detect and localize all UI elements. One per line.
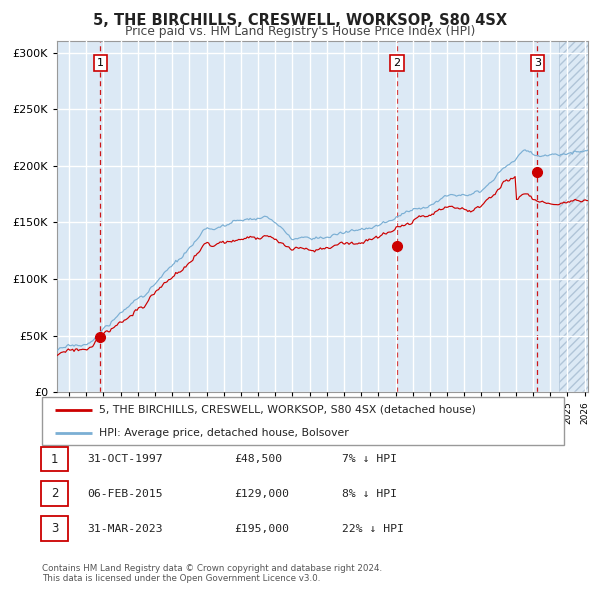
- Text: Price paid vs. HM Land Registry's House Price Index (HPI): Price paid vs. HM Land Registry's House …: [125, 25, 475, 38]
- Text: 31-MAR-2023: 31-MAR-2023: [87, 524, 163, 533]
- Text: HPI: Average price, detached house, Bolsover: HPI: Average price, detached house, Bols…: [100, 428, 349, 438]
- Text: 8% ↓ HPI: 8% ↓ HPI: [342, 489, 397, 499]
- Text: £195,000: £195,000: [234, 524, 289, 533]
- Text: 3: 3: [51, 522, 58, 535]
- Text: 2: 2: [51, 487, 58, 500]
- Text: £48,500: £48,500: [234, 454, 282, 464]
- Text: 22% ↓ HPI: 22% ↓ HPI: [342, 524, 404, 533]
- Text: 1: 1: [51, 453, 58, 466]
- Text: 7% ↓ HPI: 7% ↓ HPI: [342, 454, 397, 464]
- FancyBboxPatch shape: [42, 397, 564, 445]
- Text: Contains HM Land Registry data © Crown copyright and database right 2024.
This d: Contains HM Land Registry data © Crown c…: [42, 563, 382, 583]
- Text: 06-FEB-2015: 06-FEB-2015: [87, 489, 163, 499]
- Text: £129,000: £129,000: [234, 489, 289, 499]
- Text: 2: 2: [394, 58, 401, 68]
- Text: 5, THE BIRCHILLS, CRESWELL, WORKSOP, S80 4SX (detached house): 5, THE BIRCHILLS, CRESWELL, WORKSOP, S80…: [100, 405, 476, 415]
- Text: 31-OCT-1997: 31-OCT-1997: [87, 454, 163, 464]
- Text: 1: 1: [97, 58, 104, 68]
- Text: 5, THE BIRCHILLS, CRESWELL, WORKSOP, S80 4SX: 5, THE BIRCHILLS, CRESWELL, WORKSOP, S80…: [93, 13, 507, 28]
- Text: 3: 3: [534, 58, 541, 68]
